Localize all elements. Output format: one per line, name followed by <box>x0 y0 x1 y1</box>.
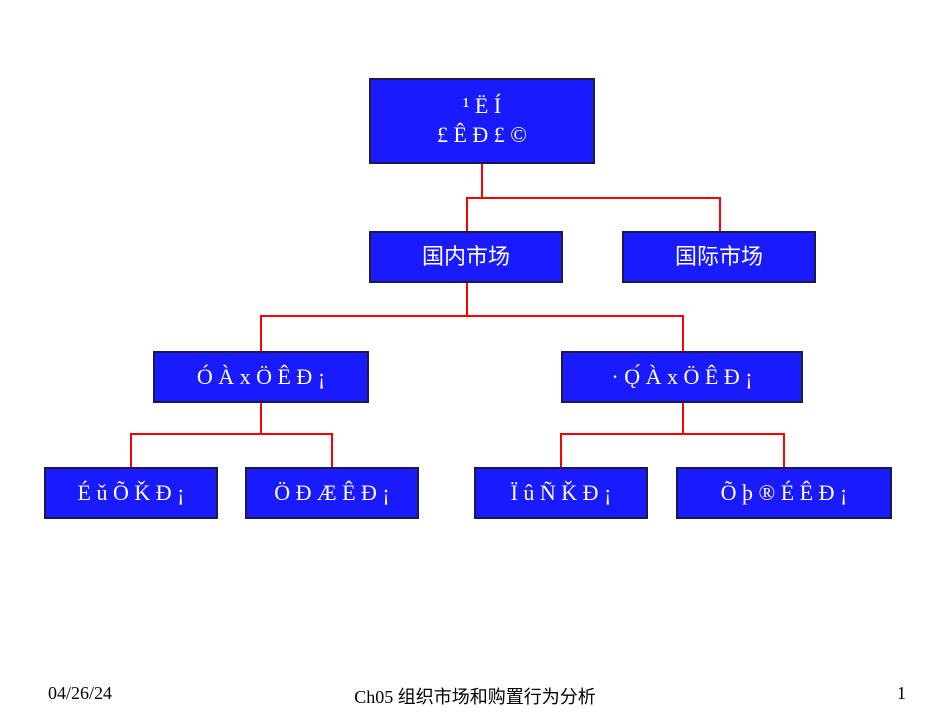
node-root-line2: £ Ê Ð £ © <box>437 121 527 150</box>
node-l2a-label: 国内市场 <box>422 243 510 272</box>
node-l4d-label: Õ þ ® É Ê Ð ¡ <box>721 479 848 508</box>
node-l2b-label: 国际市场 <box>675 243 763 272</box>
node-l4d: Õ þ ® É Ê Ð ¡ <box>676 467 892 519</box>
node-root-line1: ¹ Ë Í <box>463 92 501 121</box>
node-l3b: · Ǫ́ À x Ö Ê Ð ¡ <box>561 351 803 403</box>
node-l4c-label: Ï û Ñ Ǩ Ð ¡ <box>511 479 612 508</box>
footer-title: Ch05 组织市场和购置行为分析 <box>0 683 950 709</box>
node-l2b: 国际市场 <box>622 231 816 283</box>
node-l4b: Ö Ð Æ Ê Ð ¡ <box>245 467 419 519</box>
node-l3b-label: · Ǫ́ À x Ö Ê Ð ¡ <box>611 363 752 392</box>
footer-page: 1 <box>897 683 906 704</box>
node-l4a: É ǔ Õ Ǩ Ð ¡ <box>44 467 218 519</box>
node-l4c: Ï û Ñ Ǩ Ð ¡ <box>474 467 648 519</box>
node-root: ¹ Ë Í £ Ê Ð £ © <box>369 78 595 164</box>
node-l4a-label: É ǔ Õ Ǩ Ð ¡ <box>78 479 185 508</box>
node-l3a: Ó À x Ö Ê Ð ¡ <box>153 351 369 403</box>
node-l2a: 国内市场 <box>369 231 563 283</box>
node-l3a-label: Ó À x Ö Ê Ð ¡ <box>197 363 325 392</box>
node-l4b-label: Ö Ð Æ Ê Ð ¡ <box>274 479 390 508</box>
